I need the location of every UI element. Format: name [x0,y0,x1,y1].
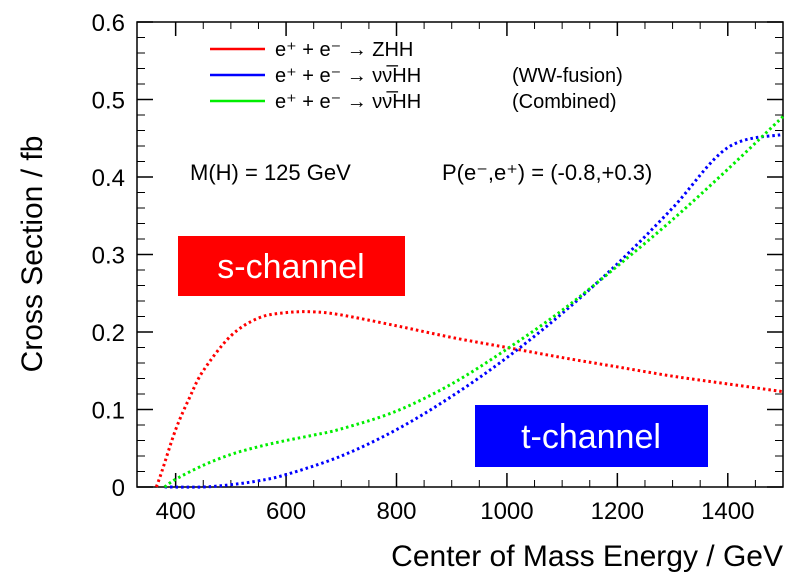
legend: e⁺ + e⁻ → ZHH e⁺ + e⁻ → νν̅HH (WW-fusion… [210,39,623,113]
y-tick-label: 0.5 [92,88,125,115]
series-zhh [154,310,784,488]
x-tick-label: 1000 [480,498,533,525]
s-channel-box [178,236,405,296]
higgs-mass-annotation: M(H) = 125 GeV [190,160,351,185]
y-axis-ticks: 0 0.1 0.2 0.3 0.4 0.5 0.6 [92,10,783,502]
s-channel-label: s-channel [217,248,364,286]
legend-label-zhh: e⁺ + e⁻ → ZHH [275,39,413,61]
x-tick-label: 400 [156,498,196,525]
legend-label-combined: e⁺ + e⁻ → νν̅HH [275,90,421,113]
polarization-annotation: P(e⁻,e⁺) = (-0.8,+0.3) [442,160,652,185]
series-combined [163,115,785,489]
x-axis-ticks: 400 600 800 1000 1200 1400 [156,22,784,525]
y-tick-label: 0.1 [92,398,125,425]
x-tick-label: 1200 [591,498,644,525]
y-tick-label: 0 [112,475,125,502]
t-channel-label: t-channel [521,418,661,456]
t-channel-box [475,405,708,467]
legend-label-ww-fusion: e⁺ + e⁻ → νν̅HH [275,64,421,87]
y-tick-label: 0.3 [92,243,125,270]
legend-suffix-ww-fusion: (WW-fusion) [512,65,623,87]
y-axis-title: Cross Section / fb [16,136,49,373]
y-tick-label: 0.4 [92,165,125,192]
y-tick-label: 0.2 [92,320,125,347]
series-ww-fusion [164,132,784,489]
x-tick-label: 1400 [701,498,754,525]
legend-suffix-combined: (Combined) [512,91,616,113]
x-axis-title: Center of Mass Energy / GeV [391,540,783,573]
series-layer [154,115,785,489]
x-tick-label: 800 [376,498,416,525]
y-tick-label: 0.6 [92,10,125,37]
x-tick-label: 600 [266,498,306,525]
